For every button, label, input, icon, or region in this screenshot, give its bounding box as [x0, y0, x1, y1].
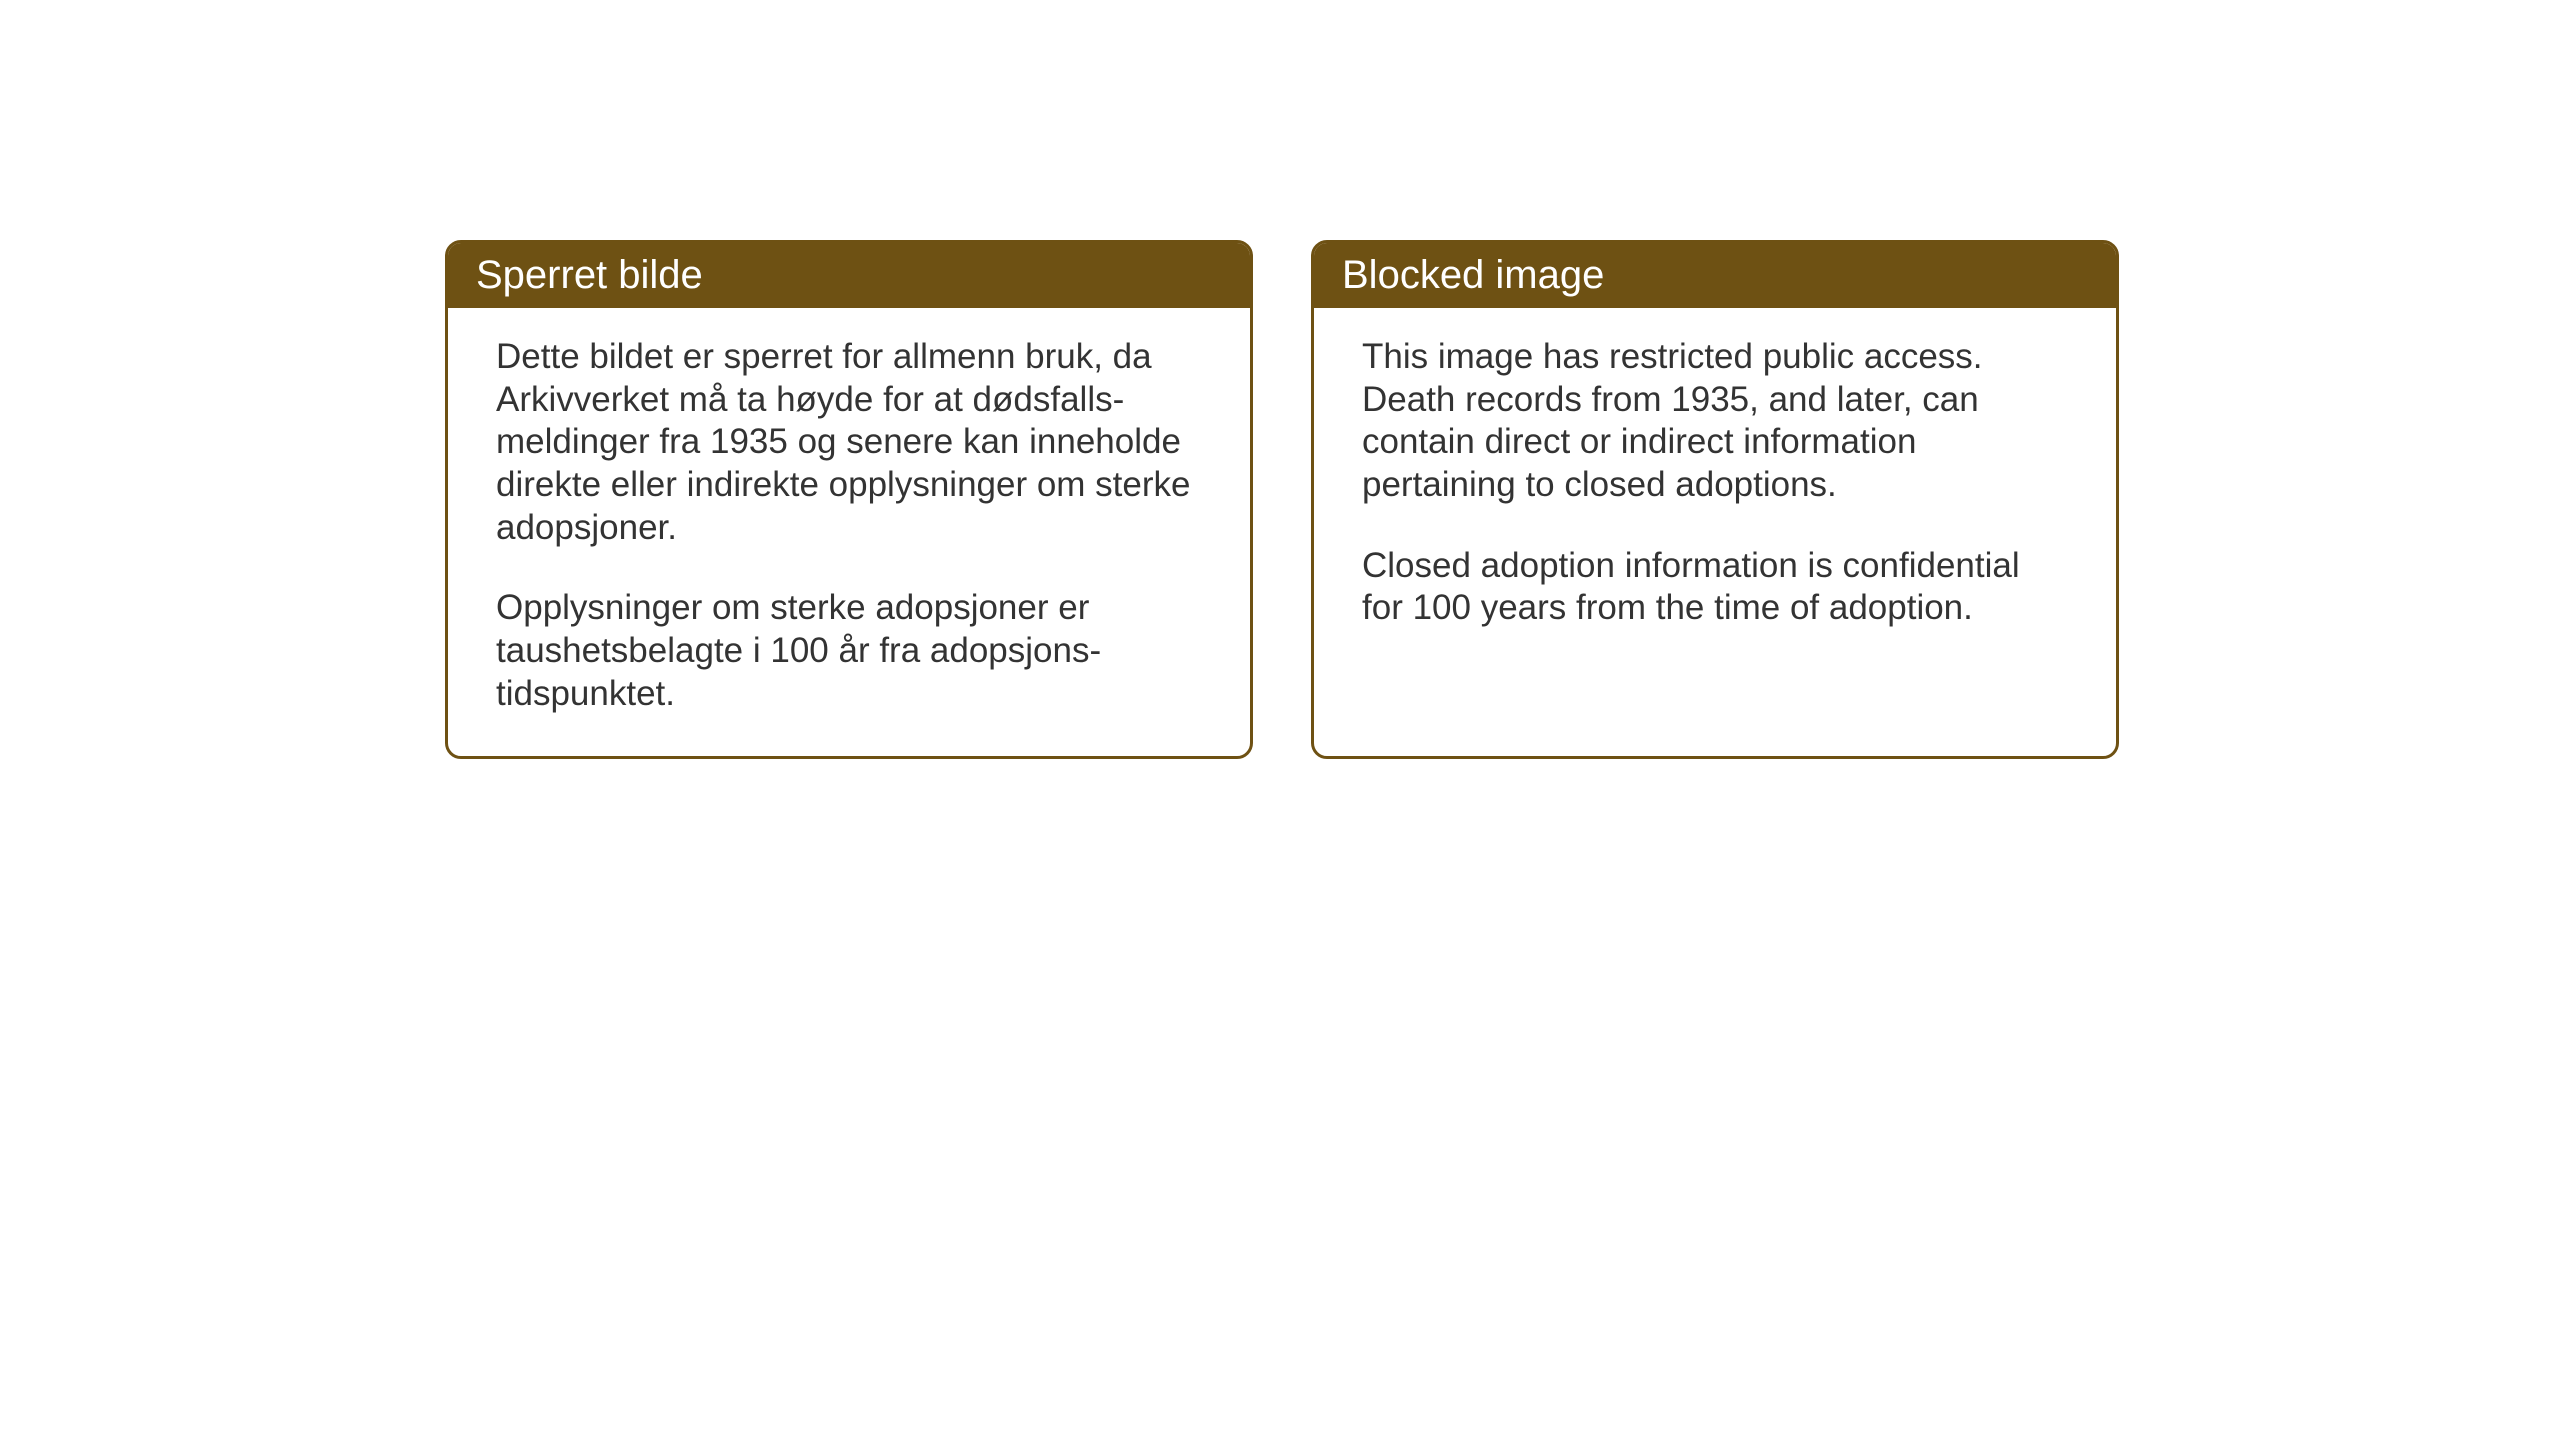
english-card-body: This image has restricted public access.…: [1314, 308, 2116, 756]
norwegian-paragraph-2: Opplysninger om sterke adopsjoner er tau…: [496, 587, 1202, 715]
english-card-header: Blocked image: [1314, 243, 2116, 308]
norwegian-card-title: Sperret bilde: [476, 253, 703, 297]
norwegian-paragraph-1: Dette bildet er sperret for allmenn bruk…: [496, 336, 1202, 549]
message-container: Sperret bilde Dette bildet er sperret fo…: [445, 240, 2119, 759]
english-card: Blocked image This image has restricted …: [1311, 240, 2119, 759]
norwegian-card-body: Dette bildet er sperret for allmenn bruk…: [448, 308, 1250, 756]
english-card-title: Blocked image: [1342, 253, 1604, 297]
norwegian-card-header: Sperret bilde: [448, 243, 1250, 308]
english-paragraph-1: This image has restricted public access.…: [1362, 336, 2068, 507]
english-paragraph-2: Closed adoption information is confident…: [1362, 545, 2068, 630]
norwegian-card: Sperret bilde Dette bildet er sperret fo…: [445, 240, 1253, 759]
